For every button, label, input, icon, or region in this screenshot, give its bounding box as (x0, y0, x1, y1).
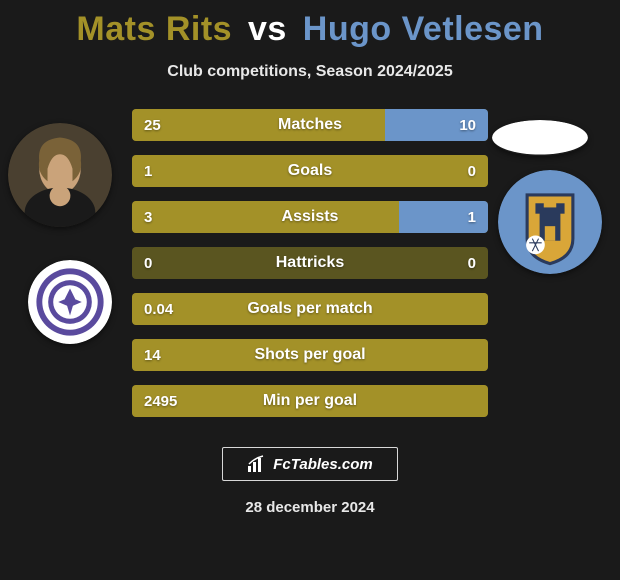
stat-row: 2495Min per goal (132, 385, 488, 417)
stat-value-right: 0 (468, 247, 476, 279)
stat-row: 10Goals (132, 155, 488, 187)
stat-bar-left (132, 293, 488, 325)
stat-bar-left (132, 385, 488, 417)
fctables-brand-text: FcTables.com (273, 456, 372, 473)
comparison-chart: 2510Matches 10Goals 31Assists 0 0Hattricks 0.… (0, 109, 620, 417)
comparison-title: Mats Rits vs Hugo Vetlesen (0, 0, 620, 49)
stat-bars-container: 2510Matches 10Goals 31Assists 0 0Hattricks 0.… (132, 109, 488, 417)
player1-name: Mats Rits (76, 10, 232, 48)
vs-text: vs (248, 10, 287, 48)
player2-name: Hugo Vetlesen (303, 10, 544, 48)
stat-row: 0 0Hattricks (132, 247, 488, 279)
stat-bar-right (399, 201, 488, 233)
stat-row: 14Shots per goal (132, 339, 488, 371)
stat-bar-left (132, 201, 399, 233)
stat-bar-left (132, 155, 488, 187)
stat-row: 31Assists (132, 201, 488, 233)
stat-bar-left (132, 339, 488, 371)
stat-bar-left (132, 109, 385, 141)
stat-bar-right (385, 109, 488, 141)
fctables-logo[interactable]: FcTables.com (222, 447, 398, 481)
snapshot-date: 28 december 2024 (0, 499, 620, 516)
season-subtitle: Club competitions, Season 2024/2025 (0, 63, 620, 81)
stat-label: Hattricks (132, 247, 488, 279)
stat-row: 2510Matches (132, 109, 488, 141)
stat-row: 0.04Goals per match (132, 293, 488, 325)
stat-value-left: 0 (144, 247, 152, 279)
bar-chart-icon (247, 454, 267, 474)
